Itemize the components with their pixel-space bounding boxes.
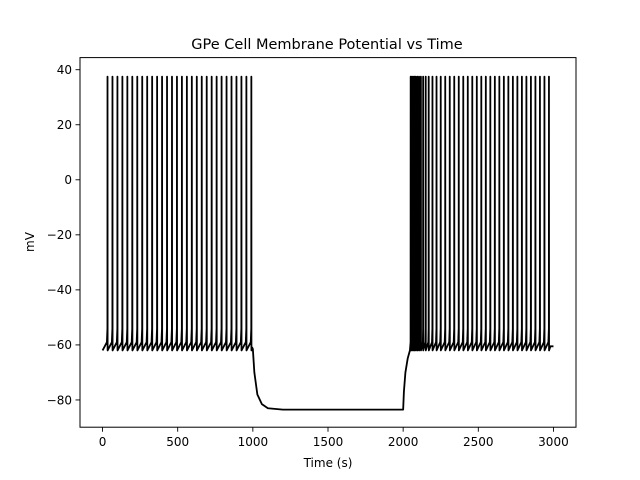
x-axis: 0 500 1000 1500 2000 2500 3000 (99, 427, 569, 449)
y-tick-label: 0 (64, 173, 72, 187)
y-axis-label: mV (23, 231, 37, 252)
y-tick-label: −60 (47, 338, 72, 352)
y-axis: −80 −60 −40 −20 0 20 40 (47, 63, 80, 407)
x-tick-label: 0 (99, 435, 107, 449)
axes-frame (79, 57, 577, 428)
y-tick-label: −80 (47, 393, 72, 407)
y-tick-label: −40 (47, 283, 72, 297)
x-tick-label: 500 (166, 435, 189, 449)
y-tick-label: 20 (57, 118, 72, 132)
x-axis-label: Time (s) (303, 456, 353, 470)
membrane-potential-trace (101, 75, 554, 411)
plot-area (101, 75, 554, 411)
y-tick-label: 40 (57, 63, 72, 77)
x-tick-label: 2000 (388, 435, 419, 449)
x-tick-label: 2500 (463, 435, 494, 449)
x-tick-label: 1500 (313, 435, 344, 449)
y-tick-label: −20 (47, 228, 72, 242)
x-tick-label: 3000 (538, 435, 569, 449)
x-tick-label: 1000 (238, 435, 269, 449)
chart-title: GPe Cell Membrane Potential vs Time (191, 37, 462, 53)
